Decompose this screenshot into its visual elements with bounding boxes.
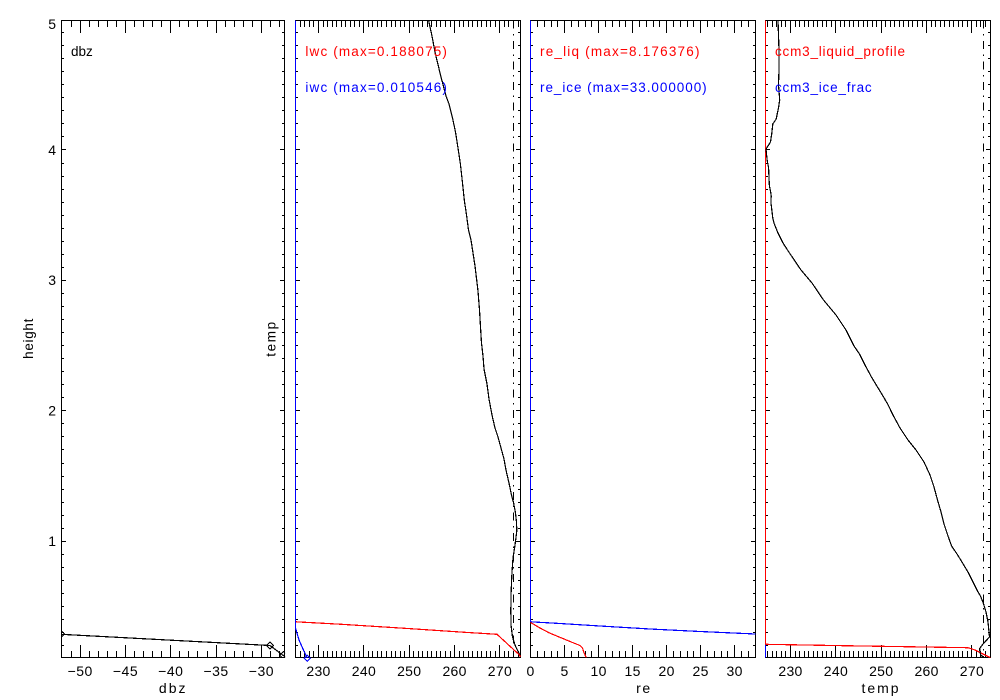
svg-text:260: 260 [914,663,938,679]
svg-text:re: re [636,680,652,696]
svg-text:temp: temp [264,320,279,356]
svg-text:10: 10 [591,663,607,679]
svg-text:−30: −30 [249,663,274,679]
svg-text:4: 4 [48,142,56,158]
svg-text:30: 30 [727,663,743,679]
svg-text:height: height [21,318,36,359]
svg-text:240: 240 [352,663,376,679]
svg-text:25: 25 [693,663,709,679]
svg-text:20: 20 [659,663,675,679]
svg-text:−40: −40 [158,663,183,679]
svg-text:5: 5 [48,16,56,32]
svg-text:dbz: dbz [71,44,93,59]
svg-text:ccm3_liquid_profile: ccm3_liquid_profile [775,44,906,59]
svg-text:0: 0 [527,663,535,679]
svg-text:iwc (max=0.010546): iwc (max=0.010546) [305,80,448,95]
svg-text:temp: temp [861,680,900,696]
svg-text:re_liq (max=8.176376): re_liq (max=8.176376) [540,44,701,59]
svg-text:−45: −45 [113,663,138,679]
svg-text:−35: −35 [203,663,228,679]
svg-text:250: 250 [869,663,893,679]
svg-text:270: 270 [488,663,512,679]
svg-text:ccm3_ice_frac: ccm3_ice_frac [775,80,872,95]
svg-text:re_ice (max=33.000000): re_ice (max=33.000000) [540,80,708,95]
svg-text:−50: −50 [68,663,93,679]
svg-text:240: 240 [824,663,848,679]
svg-text:270: 270 [960,663,984,679]
svg-text:250: 250 [397,663,421,679]
svg-text:230: 230 [306,663,330,679]
svg-text:2: 2 [48,403,56,419]
svg-text:3: 3 [48,272,56,288]
svg-text:dbz: dbz [159,680,188,696]
svg-text:1: 1 [48,533,56,549]
svg-text:15: 15 [625,663,641,679]
svg-text:260: 260 [442,663,466,679]
svg-text:230: 230 [778,663,802,679]
svg-text:lwc (max=0.188075): lwc (max=0.188075) [305,44,448,59]
svg-text:5: 5 [561,663,569,679]
